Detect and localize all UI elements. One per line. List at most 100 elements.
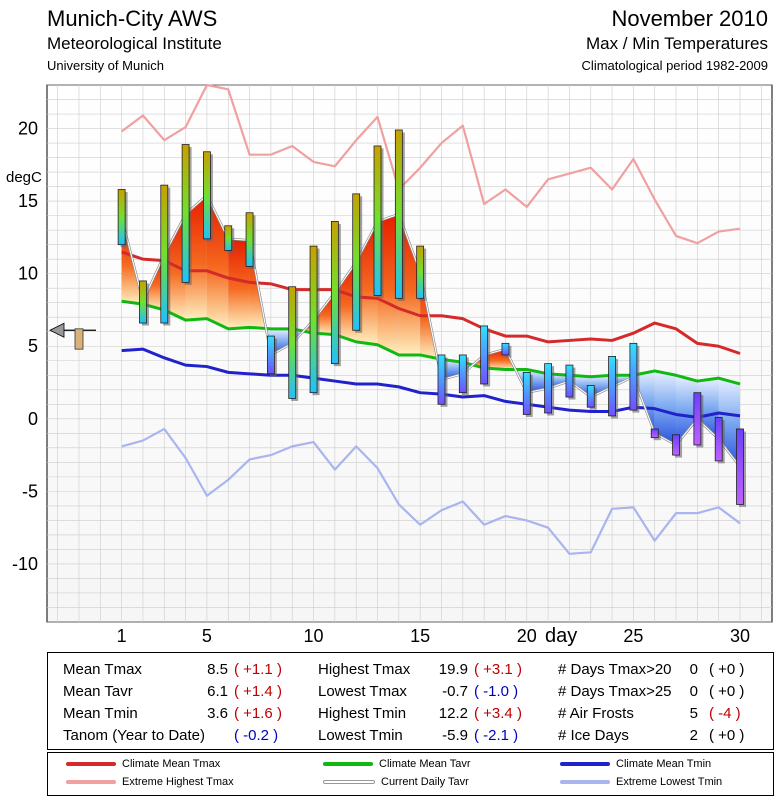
legend-swatch <box>66 780 116 785</box>
x-tick-label: 15 <box>410 626 430 646</box>
legend: Climate Mean Tmax Extreme Highest Tmax C… <box>47 752 774 796</box>
stat-lowest-tmin-anom: ( -2.1 ) <box>474 727 519 744</box>
daily-bar-day-1 <box>117 189 128 248</box>
daily-bar-day-4 <box>181 144 192 285</box>
stat-days-tmax20-label: # Days Tmax>20 <box>558 661 672 678</box>
bar-body <box>586 385 595 408</box>
bar-body <box>117 189 126 246</box>
bar-body <box>160 184 169 324</box>
daily-range-bars <box>117 129 747 507</box>
legend-item-climate-mean-tavr: Climate Mean Tavr <box>323 758 471 770</box>
bar-body <box>309 245 318 394</box>
stat-mean-tmax-anom: ( +1.1 ) <box>234 661 282 678</box>
y-axis-ticks: 20 15 10 5 0 -5 -10 <box>12 119 38 574</box>
stat-lowest-tmin-label: Lowest Tmin <box>318 727 403 744</box>
y-tick-label: 10 <box>18 264 38 284</box>
x-tick-label: 10 <box>304 626 324 646</box>
stat-air-frosts-anom: ( -4 ) <box>709 705 741 722</box>
legend-swatch <box>560 780 610 785</box>
stat-highest-tmax-anom: ( +3.1 ) <box>474 661 522 678</box>
daily-bar-day-30 <box>736 428 747 507</box>
stat-tanom-anom: ( -0.2 ) <box>234 727 279 744</box>
bar-body <box>288 286 297 399</box>
y-tick-label: -5 <box>22 481 38 501</box>
stat-days-tmax25-label: # Days Tmax>25 <box>558 683 672 700</box>
stat-mean-tavr-anom: ( +1.4 ) <box>234 683 282 700</box>
x-tick-label: 30 <box>730 626 750 646</box>
daily-bar-day-15 <box>416 245 427 301</box>
daily-bar-day-14 <box>394 129 405 301</box>
daily-bar-day-17 <box>458 354 469 396</box>
y-tick-label: 20 <box>18 119 38 139</box>
stat-highest-tmax-value: 19.9 <box>438 661 468 678</box>
bar-body <box>501 342 510 356</box>
bar-body <box>736 428 744 505</box>
stat-days-tmax20-anom: ( +0 ) <box>709 661 745 678</box>
stat-highest-tmin-value: 12.2 <box>438 705 468 722</box>
daily-bar-day-6 <box>224 225 235 253</box>
daily-bar-day-10 <box>309 245 320 396</box>
bar-body <box>181 144 190 283</box>
daily-bar-day-18 <box>480 325 491 387</box>
university-name: University of Munich <box>47 58 165 73</box>
bar-body <box>203 151 211 240</box>
month-title: November 2010 <box>611 6 768 31</box>
stat-mean-tmax-label: Mean Tmax <box>63 661 142 678</box>
legend-label: Extreme Lowest Tmin <box>616 776 723 788</box>
stat-ice-days-label: # Ice Days <box>558 727 629 744</box>
legend-item-extreme-lowest-tmin: Extreme Lowest Tmin <box>560 776 722 788</box>
daily-bar-day-9 <box>288 286 299 401</box>
series-line-extreme-lowest-tmin <box>121 427 741 555</box>
y-tick-label: 15 <box>18 191 38 211</box>
stat-mean-tmax-value: 8.5 <box>207 661 228 678</box>
stat-highest-tmin-anom: ( +3.4 ) <box>474 705 522 722</box>
stat-days-tmax25-anom: ( +0 ) <box>709 683 745 700</box>
daily-bar-day-20 <box>522 371 533 417</box>
daily-bar-day-8 <box>266 335 277 377</box>
daily-bar-day-27 <box>672 434 683 458</box>
bar-body <box>629 342 638 411</box>
legend-item-current-daily-tavr: Current Daily Tavr <box>323 776 469 788</box>
stat-lowest-tmax-value: -0.7 <box>442 683 468 700</box>
bar-body <box>672 434 680 456</box>
grid-lines <box>47 84 772 623</box>
bar-body <box>245 212 254 267</box>
station-name: Munich-City AWS <box>47 6 218 31</box>
bar-body <box>373 145 382 296</box>
legend-item-climate-mean-tmax: Climate Mean Tmax <box>66 758 220 770</box>
daily-bar-day-21 <box>544 363 555 416</box>
stat-mean-tmin-label: Mean Tmin <box>63 705 138 722</box>
bar-body <box>608 356 616 417</box>
stat-mean-tmin-anom: ( +1.6 ) <box>234 705 282 722</box>
series-line-climate-mean-tmax <box>121 250 741 355</box>
legend-swatch <box>323 780 375 785</box>
legend-swatch <box>560 762 610 767</box>
y-tick-label: -10 <box>12 554 38 574</box>
daily-bar-day-12 <box>352 193 363 333</box>
stat-mean-tmin-value: 3.6 <box>207 705 228 722</box>
bar-body <box>224 225 233 251</box>
series-line-extreme-highest-tmax <box>120 83 741 245</box>
legend-label: Climate Mean Tavr <box>379 758 471 770</box>
y-tick-label: 5 <box>28 336 38 356</box>
daily-bar-day-24 <box>608 356 619 419</box>
bar-body <box>693 392 702 446</box>
daily-bar-day-13 <box>373 145 384 298</box>
institute-name: Meteorological Institute <box>47 34 222 53</box>
stat-lowest-tmax-anom: ( -1.0 ) <box>474 683 519 700</box>
stat-days-tmax25-value: 0 <box>689 683 698 700</box>
legend-swatch <box>66 762 116 767</box>
bar-body <box>522 371 531 415</box>
bar-body <box>650 428 659 439</box>
stat-lowest-tmax-label: Lowest Tmax <box>318 683 407 700</box>
bar-body <box>544 363 553 414</box>
cold-anomaly-area <box>654 370 677 445</box>
daily-bar-day-3 <box>160 184 171 326</box>
legend-item-climate-mean-tmin: Climate Mean Tmin <box>560 758 711 770</box>
bar-body <box>416 245 425 299</box>
stat-air-frosts-value: 5 <box>689 705 698 722</box>
bar-body <box>352 193 361 331</box>
legend-label: Extreme Highest Tmax <box>122 776 234 788</box>
daily-bar-day-16 <box>437 354 448 407</box>
